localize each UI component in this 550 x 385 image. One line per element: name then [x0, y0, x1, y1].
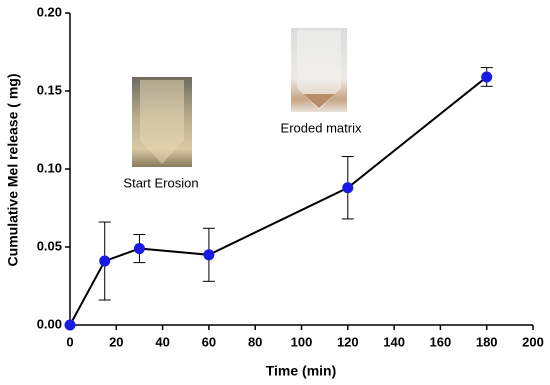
data-point [99, 255, 111, 267]
x-tick-label: 80 [248, 334, 262, 349]
y-axis-title: Cumulative Mel release ( mg) [5, 74, 21, 267]
data-point [133, 243, 145, 255]
photo-eroded-matrix [291, 28, 347, 112]
data-line [69, 76, 488, 326]
data-point [64, 319, 76, 331]
annotation: Eroded matrix [281, 120, 362, 135]
y-tick-label: 0.05 [37, 238, 62, 253]
y-tick-label: 0.10 [37, 160, 62, 175]
y-tick-label: 0.20 [37, 4, 62, 19]
data-point [481, 71, 493, 83]
data-point [203, 249, 215, 261]
x-tick-label: 140 [383, 334, 405, 349]
x-tick-label: 120 [337, 334, 359, 349]
x-tick-label: 100 [291, 334, 313, 349]
annotation: Start Erosion [123, 175, 198, 190]
y-tick-label: 0.15 [37, 82, 62, 97]
x-tick-label: 0 [66, 334, 73, 349]
y-tick-label: 0.00 [37, 316, 62, 331]
x-tick-label: 160 [430, 334, 452, 349]
x-tick-label: 20 [109, 334, 123, 349]
data-point [342, 182, 354, 194]
x-tick-label: 60 [202, 334, 216, 349]
photo-start-erosion [132, 77, 192, 167]
x-tick-label: 180 [476, 334, 498, 349]
x-tick-label: 40 [155, 334, 169, 349]
x-axis-title: Time (min) [266, 363, 337, 379]
x-tick-label: 200 [522, 334, 544, 349]
